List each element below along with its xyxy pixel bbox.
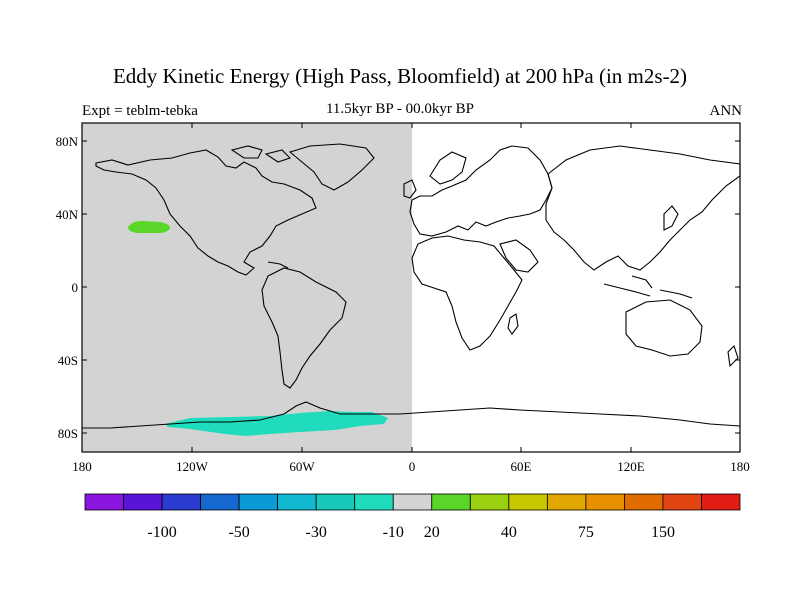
colorbar-box	[431, 493, 471, 511]
lon-label-0: 0	[408, 459, 416, 474]
colorbar-box	[354, 493, 394, 511]
lat-label-40s: 40S	[57, 353, 78, 368]
colorbar-box	[315, 493, 356, 511]
colorbar-box	[624, 493, 664, 511]
colorbar-label: 20	[423, 524, 440, 541]
colorbar-box	[546, 493, 587, 511]
lat-label-0: 0	[71, 280, 79, 295]
lon-label-120e: 120E	[617, 459, 645, 474]
colorbar-box	[508, 493, 548, 511]
lat-label-40n: 40N	[55, 207, 78, 222]
season-label: ANN	[709, 103, 743, 119]
colorbar-label: 75	[577, 524, 594, 541]
colorbar-label: 150	[650, 524, 675, 541]
period-label: 11.5kyr BP - 00.0kyr BP	[325, 101, 475, 117]
experiment-label: Expt = teblm-tebka	[82, 103, 198, 119]
lon-label-180w: 180	[72, 459, 92, 474]
colorbar-box	[123, 493, 163, 511]
colorbar-box	[585, 493, 625, 511]
colorbar-label: -30	[305, 524, 327, 541]
colorbar-box	[200, 493, 240, 511]
north-pacific-anomaly	[128, 221, 170, 233]
coastlines	[82, 143, 741, 429]
colorbar-label: -10	[382, 524, 404, 541]
colorbar-label: -100	[147, 524, 177, 541]
lat-label-80s: 80S	[57, 426, 78, 441]
colorbar-box	[161, 493, 201, 511]
map-title: Eddy Kinetic Energy (High Pass, Bloomfie…	[112, 64, 688, 88]
colorbar-box	[469, 493, 510, 511]
lon-label-180e: 180	[730, 459, 750, 474]
colorbar-box	[662, 493, 702, 511]
southern-ocean-anomaly	[165, 411, 388, 436]
colorbar-label: -50	[228, 524, 250, 541]
lon-label-120w: 120W	[176, 459, 208, 474]
colorbar-label: 40	[500, 524, 517, 541]
lon-label-60e: 60E	[510, 459, 532, 474]
colorbar-box	[277, 493, 317, 511]
colorbar-box	[238, 493, 279, 511]
colorbar	[84, 493, 741, 511]
colorbar-box	[392, 493, 433, 511]
lat-label-80n: 80N	[55, 134, 78, 149]
axis-ticks	[82, 123, 740, 452]
shaded-field-west	[82, 123, 412, 452]
lon-label-60w: 60W	[289, 459, 315, 474]
colorbar-box	[701, 493, 741, 511]
colorbar-box	[84, 493, 124, 511]
